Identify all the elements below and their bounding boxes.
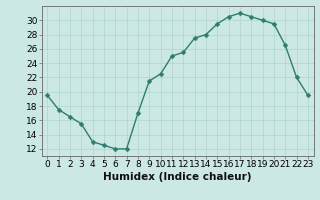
- X-axis label: Humidex (Indice chaleur): Humidex (Indice chaleur): [103, 172, 252, 182]
